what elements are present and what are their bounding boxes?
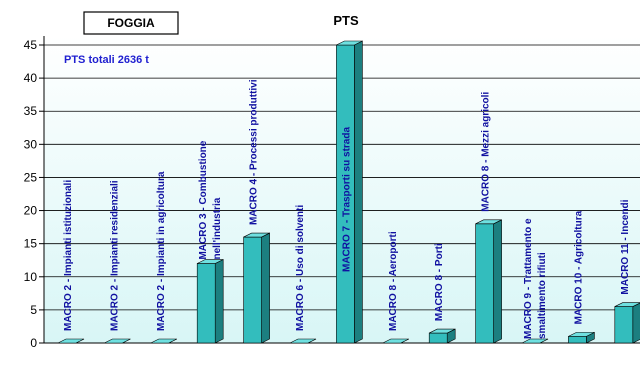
y-tick-label: 30 [24, 137, 38, 151]
chart-title: PTS [333, 13, 359, 28]
bar-label: MACRO 6 - Uso di solventi [295, 205, 306, 331]
bar-label: MACRO 8 - Mezzi agricoli [481, 92, 492, 212]
location-box [83, 11, 179, 35]
bar [57, 338, 85, 344]
y-tick-label: 5 [30, 303, 37, 317]
y-tick-label: 10 [24, 270, 38, 284]
y-tick-label: 45 [24, 38, 38, 52]
bar-label: MACRO 4 - Processi produttivi [249, 79, 260, 225]
total-note: PTS totali 2636 t [64, 54, 149, 66]
bar-label: MACRO 11 - Incendi [620, 199, 631, 294]
bar [104, 338, 131, 344]
bar [568, 331, 595, 344]
bar-label: MACRO 8 - Porti [434, 243, 445, 321]
bar [196, 259, 224, 344]
bars [57, 40, 640, 344]
y-tick-label: 40 [24, 71, 38, 85]
bar-label: MACRO 8 - Aeroporti [388, 231, 399, 331]
bar-label: MACRO 2 - Impianti residenziali [109, 180, 120, 331]
bar-label: MACRO 2 - Impianti istituzionali [63, 180, 74, 331]
bar-label: MACRO 3 - Combustione nell'industria [198, 140, 223, 259]
bar [475, 219, 502, 344]
bar [614, 302, 640, 344]
bar [289, 338, 317, 344]
bar [336, 40, 363, 344]
bar [521, 338, 549, 344]
location-label: FOGGIA [107, 16, 155, 30]
bar-labels: MACRO 2 - Impianti istituzionali MACRO 2 … [63, 79, 631, 339]
y-tick-label: 20 [24, 204, 38, 218]
bar-label: MACRO 7 - Trasporti su strada [341, 127, 352, 272]
bar [382, 338, 409, 344]
bar-label: MACRO 2 - Impianti in agricoltura [156, 171, 167, 331]
y-tick-label: 15 [24, 237, 38, 251]
y-tick-label: 35 [24, 104, 38, 118]
bar [243, 232, 270, 344]
y-axis-ticks: 0 5 10 15 20 25 30 35 40 45 [24, 38, 44, 350]
bar [150, 338, 177, 344]
bar [428, 328, 456, 344]
y-tick-label: 25 [24, 170, 38, 184]
bar-label: MACRO 10 - Agricoltura [573, 210, 584, 324]
y-tick-label: 0 [30, 336, 37, 350]
bar-label: MACRO 9 - Trattamento e smaltimento rifiu… [523, 218, 548, 339]
